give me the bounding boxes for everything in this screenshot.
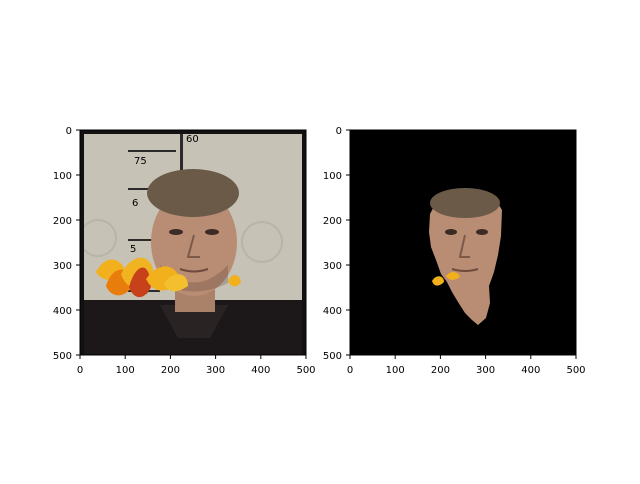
left-x-tick-label-400: 400: [251, 365, 270, 376]
left-frame-right: [302, 130, 306, 355]
right-y-tick-label-0: 0: [336, 126, 342, 137]
right-y-tick-label-300: 300: [323, 261, 342, 272]
left-x-tick-label-0: 0: [77, 365, 83, 376]
right-y-axis: 0 100 200 300 400 500: [323, 126, 350, 362]
segmented-mouth: [451, 268, 479, 272]
right-x-tick-label-400: 400: [521, 365, 540, 376]
segmented-hair: [430, 188, 500, 218]
left-y-tick-label-300: 300: [53, 261, 72, 272]
right-x-tick-label-100: 100: [386, 365, 405, 376]
left-y-tick-label-0: 0: [66, 126, 72, 137]
wall-seal-right: [241, 221, 283, 263]
right-x-tick-label-500: 500: [566, 365, 585, 376]
height-marker-65-rule: [128, 188, 166, 190]
left-x-tick-label-500: 500: [296, 365, 315, 376]
wall-seal-left: [80, 219, 117, 257]
height-marker-75-rule: [128, 150, 176, 152]
segmented-nose: [458, 234, 470, 258]
left-x-tick-label-200: 200: [161, 365, 180, 376]
right-x-tick-label-200: 200: [431, 365, 450, 376]
segmented-leaf-2: [446, 271, 460, 280]
right-x-axis: 0 100 200 300 400 500: [347, 355, 586, 376]
right-x-tick-label-300: 300: [476, 365, 495, 376]
right-y-tick-label-500: 500: [323, 351, 342, 362]
mouth: [179, 268, 209, 273]
right-x-tick-label-0: 0: [347, 365, 353, 376]
segmented-leaf-1: [432, 276, 444, 286]
wall-text-5: 5: [130, 244, 136, 255]
height-marker-55-rule: [128, 239, 162, 241]
left-frame-left: [80, 130, 84, 355]
right-y-tick-label-400: 400: [323, 306, 342, 317]
height-marker-line: [180, 130, 183, 205]
right-y-tick-label-100: 100: [323, 171, 342, 182]
wall-text-6: 6: [132, 198, 138, 209]
wall-text-60: 60: [186, 134, 199, 145]
right-y-tick-label-200: 200: [323, 216, 342, 227]
left-y-tick-label-200: 200: [53, 216, 72, 227]
leaf-7: [228, 275, 241, 287]
right-image-panel: 0 100 200 300 400 500 0 100 200 300 400 500: [323, 126, 586, 376]
segmented-right-eye: [476, 229, 488, 235]
left-y-tick-label-100: 100: [53, 171, 72, 182]
leaf-6: [164, 274, 188, 292]
right-axes-border: [349, 129, 577, 356]
wall-text-75: 75: [134, 156, 147, 167]
left-x-tick-label-100: 100: [116, 365, 135, 376]
left-x-axis: 0 100 200 300 400 500: [77, 355, 316, 376]
left-y-tick-label-400: 400: [53, 306, 72, 317]
shirt-neck: [160, 305, 228, 338]
left-y-axis: 0 100 200 300 400 500: [53, 126, 80, 362]
left-image-panel: 60 75 6 5 75: [53, 126, 316, 376]
segmented-left-eye: [445, 229, 457, 235]
left-axes-border: [79, 129, 307, 356]
left-eye: [169, 229, 183, 235]
right-eye: [205, 229, 219, 235]
left-y-tick-label-500: 500: [53, 351, 72, 362]
left-x-tick-label-300: 300: [206, 365, 225, 376]
nose: [186, 234, 200, 258]
leaf-4: [129, 267, 151, 298]
left-frame-top: [80, 130, 306, 134]
hair: [147, 169, 239, 217]
